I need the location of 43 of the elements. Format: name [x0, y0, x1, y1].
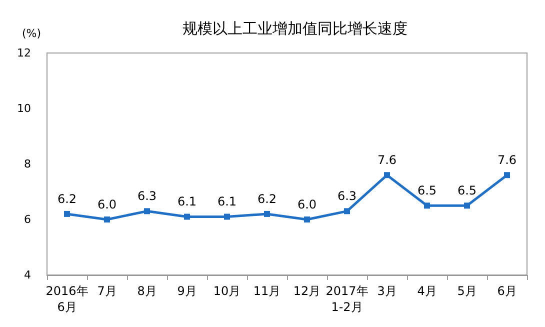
y-tick-label: 8 [24, 158, 31, 170]
point [144, 208, 150, 214]
x-tick-label: 4月 [417, 284, 437, 298]
point [264, 210, 270, 217]
x-tick-label: 10月 [213, 284, 241, 298]
point [304, 216, 310, 222]
y-tick-label: 4 [24, 268, 31, 282]
data-label: 6.0 [297, 198, 317, 212]
x-tick-label: 11月 [253, 284, 281, 298]
point [104, 216, 110, 222]
x-tick-label: 5月 [457, 284, 477, 298]
data-label: 6.5 [457, 184, 477, 198]
y-tick-label: 6 [24, 213, 31, 226]
point [224, 214, 230, 220]
data-label: 7.6 [377, 153, 397, 168]
x-tick-label: 9月 [177, 284, 197, 298]
data-label: 6.1 [177, 194, 197, 209]
data-label: 6.3 [137, 189, 157, 204]
data-label: 6.5 [417, 184, 437, 198]
x-tick-label: 3月 [377, 284, 397, 298]
x-tick-label: 12月 [293, 284, 321, 298]
x-tick-label: 8月 [137, 284, 157, 298]
x-tick-label: 2017年 1-2月 [326, 284, 368, 314]
y-tick-label: 12 [17, 46, 31, 60]
data-label: 6.2 [57, 192, 77, 206]
x-tick-label: 7月 [97, 284, 117, 298]
data-label: 6.3 [337, 189, 357, 204]
point [384, 172, 390, 178]
point [504, 172, 510, 178]
x-tick-label: 6月 [497, 284, 517, 298]
point [464, 202, 470, 209]
x-tick-label: 2016年 6月 [46, 284, 88, 314]
data-label: 6.2 [257, 192, 277, 206]
data-label: 6.1 [217, 194, 237, 209]
point [184, 214, 190, 220]
chart-title: 规模以上工业增加值同比增长速度 [182, 20, 408, 38]
data-label: 6.0 [97, 198, 117, 212]
point [344, 208, 350, 214]
y-axis-title: (%) [22, 27, 41, 40]
point [424, 202, 430, 209]
y-tick-label: 10 [17, 102, 31, 115]
point [64, 210, 70, 217]
data-label: 7.6 [497, 153, 517, 168]
